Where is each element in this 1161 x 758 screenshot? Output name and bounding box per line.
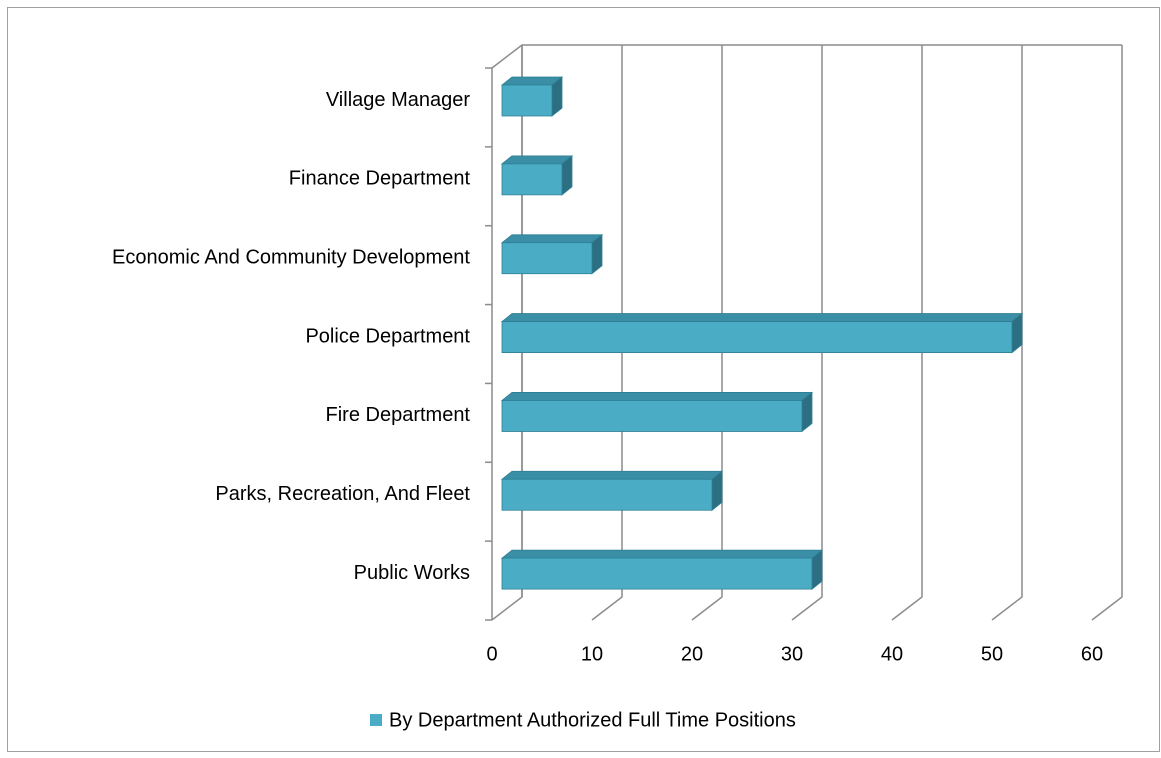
bar-top <box>500 549 824 559</box>
bar-top <box>500 392 814 401</box>
x-tick-label: 0 <box>486 643 497 665</box>
x-tick-label: 10 <box>581 643 603 665</box>
y-tick-label: Police Department <box>305 325 470 347</box>
grid-line <box>991 45 1023 621</box>
bar <box>500 391 814 433</box>
y-tick-label: Parks, Recreation, And Fleet <box>215 483 470 505</box>
y-tick-label: Economic And Community Development <box>112 246 470 268</box>
bar <box>500 470 724 512</box>
y-tick-label: Public Works <box>354 562 470 584</box>
y-tick-label: Fire Department <box>326 404 471 426</box>
bar <box>500 76 564 117</box>
bar-top <box>500 155 574 165</box>
bar <box>500 549 824 590</box>
x-tick-label: 60 <box>1081 643 1103 665</box>
grid-line <box>1091 45 1123 621</box>
x-tick-label: 50 <box>981 643 1003 665</box>
bar-top <box>500 313 1024 322</box>
grid-line <box>491 45 523 621</box>
grid-line <box>591 45 623 621</box>
bar-front <box>501 557 813 590</box>
bar-front <box>501 84 553 117</box>
bar <box>500 312 1024 354</box>
chart-border <box>7 7 1160 752</box>
bar <box>500 155 574 196</box>
bar <box>500 233 604 275</box>
legend-swatch <box>370 714 382 726</box>
bar-front <box>501 321 1013 353</box>
y-tick-label: Finance Department <box>289 168 471 190</box>
legend-label: By Department Authorized Full Time Posit… <box>389 709 796 731</box>
bar-front <box>501 478 713 511</box>
x-tick-label: 30 <box>781 643 803 665</box>
bar-top <box>500 470 724 480</box>
y-tick-label: Village Manager <box>326 89 471 111</box>
bar-front <box>501 400 803 432</box>
grid-line <box>691 45 723 621</box>
bar-front <box>501 163 563 196</box>
x-tick-label: 40 <box>881 643 903 665</box>
x-tick-label: 20 <box>681 643 703 665</box>
bar-top <box>500 234 604 244</box>
grid-line <box>891 45 923 621</box>
grid-line <box>791 45 823 621</box>
bar-front <box>501 242 593 275</box>
